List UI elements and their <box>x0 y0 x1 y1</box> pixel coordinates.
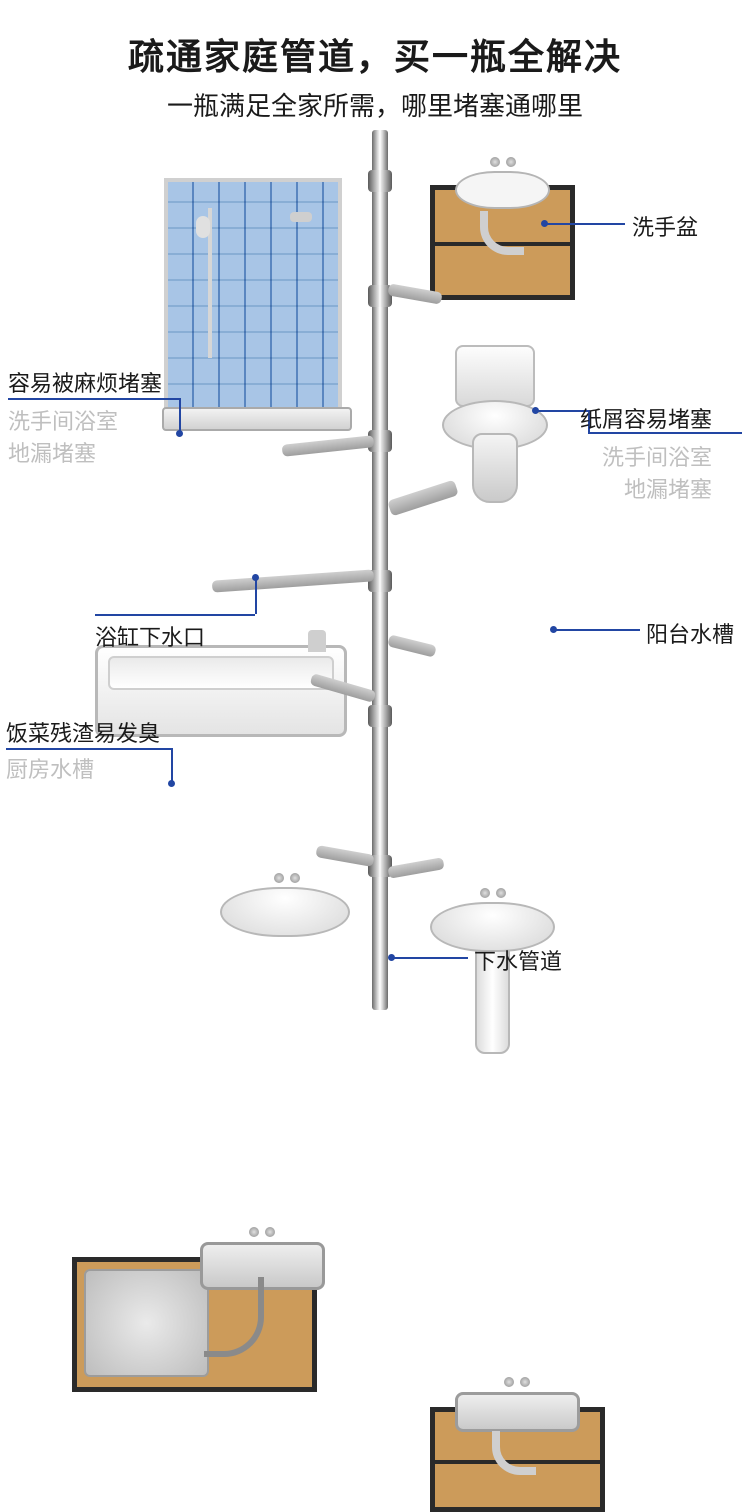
label-toilet-title: 纸屑容易堵塞 <box>580 407 712 432</box>
tub-inner <box>108 656 334 690</box>
leader-line <box>171 748 173 782</box>
shower-panel <box>164 178 342 413</box>
label-kitchen-title: 饭菜残渣易发臭 <box>6 721 160 746</box>
leader-line <box>545 223 625 225</box>
connector-pipe <box>282 435 375 457</box>
pedestal-basin-fixture <box>425 892 560 1062</box>
tap-icon <box>490 157 516 175</box>
tap-icon <box>274 873 300 891</box>
connector-pipe <box>387 857 444 879</box>
kitchen-sink-fixture <box>72 1257 317 1392</box>
toilet-tank <box>455 345 535 407</box>
page-title: 疏通家庭管道，买一瓶全解决 <box>0 28 750 80</box>
label-shower-sub1: 洗手间浴室 <box>8 404 162 436</box>
label-kitchen: 饭菜残渣易发臭 厨房水槽 <box>6 716 160 784</box>
small-basin-fixture <box>220 887 350 937</box>
label-shower: 容易被麻烦堵塞 洗手间浴室 地漏堵塞 <box>8 366 162 468</box>
page-subtitle: 一瓶满足全家所需，哪里堵塞通哪里 <box>0 86 750 123</box>
wash-basin-cabinet <box>430 185 575 300</box>
leader-line <box>95 614 255 616</box>
label-kitchen-sub: 厨房水槽 <box>6 752 160 784</box>
leader-line <box>554 629 640 631</box>
label-bathtub: 浴缸下水口 <box>95 620 205 652</box>
header: 疏通家庭管道，买一瓶全解决 一瓶满足全家所需，哪里堵塞通哪里 <box>0 0 750 133</box>
pipe-joint <box>368 705 392 727</box>
tap-icon <box>504 1377 530 1395</box>
sink-plate <box>84 1269 209 1377</box>
label-shower-title: 容易被麻烦堵塞 <box>8 371 162 396</box>
plumbing-diagram: 洗手盆 容易被麻烦堵塞 洗手间浴室 地漏堵塞 纸屑容易堵塞 洗手间浴室 地漏堵塞… <box>0 130 750 1010</box>
leader-line <box>255 578 257 614</box>
toilet-base <box>472 433 518 503</box>
basin-bowl <box>455 171 550 209</box>
label-wash-basin: 洗手盆 <box>632 210 698 242</box>
sink-bowl <box>455 1392 580 1432</box>
label-toilet-sub1: 洗手间浴室 <box>580 440 712 472</box>
shower-handset <box>196 216 210 238</box>
label-toilet: 纸屑容易堵塞 洗手间浴室 地漏堵塞 <box>580 402 712 504</box>
shower-head-icon <box>290 212 312 222</box>
label-balcony: 阳台水槽 <box>646 617 734 649</box>
label-toilet-sub2: 地漏堵塞 <box>580 472 712 504</box>
label-drain-pipe: 下水管道 <box>474 944 562 976</box>
shower-fixture <box>164 178 342 413</box>
tub-faucet-icon <box>308 630 326 652</box>
connector-pipe <box>315 845 374 867</box>
balcony-sink-fixture <box>430 1407 605 1512</box>
leader-line <box>392 957 468 959</box>
connector-pipe <box>387 634 436 657</box>
tap-icon <box>249 1227 275 1245</box>
leader-line <box>179 398 181 432</box>
shower-tray <box>162 407 352 431</box>
pipe-joint <box>368 170 392 192</box>
label-shower-sub2: 地漏堵塞 <box>8 436 162 468</box>
connector-pipe <box>212 569 374 592</box>
tap-icon <box>480 888 506 906</box>
